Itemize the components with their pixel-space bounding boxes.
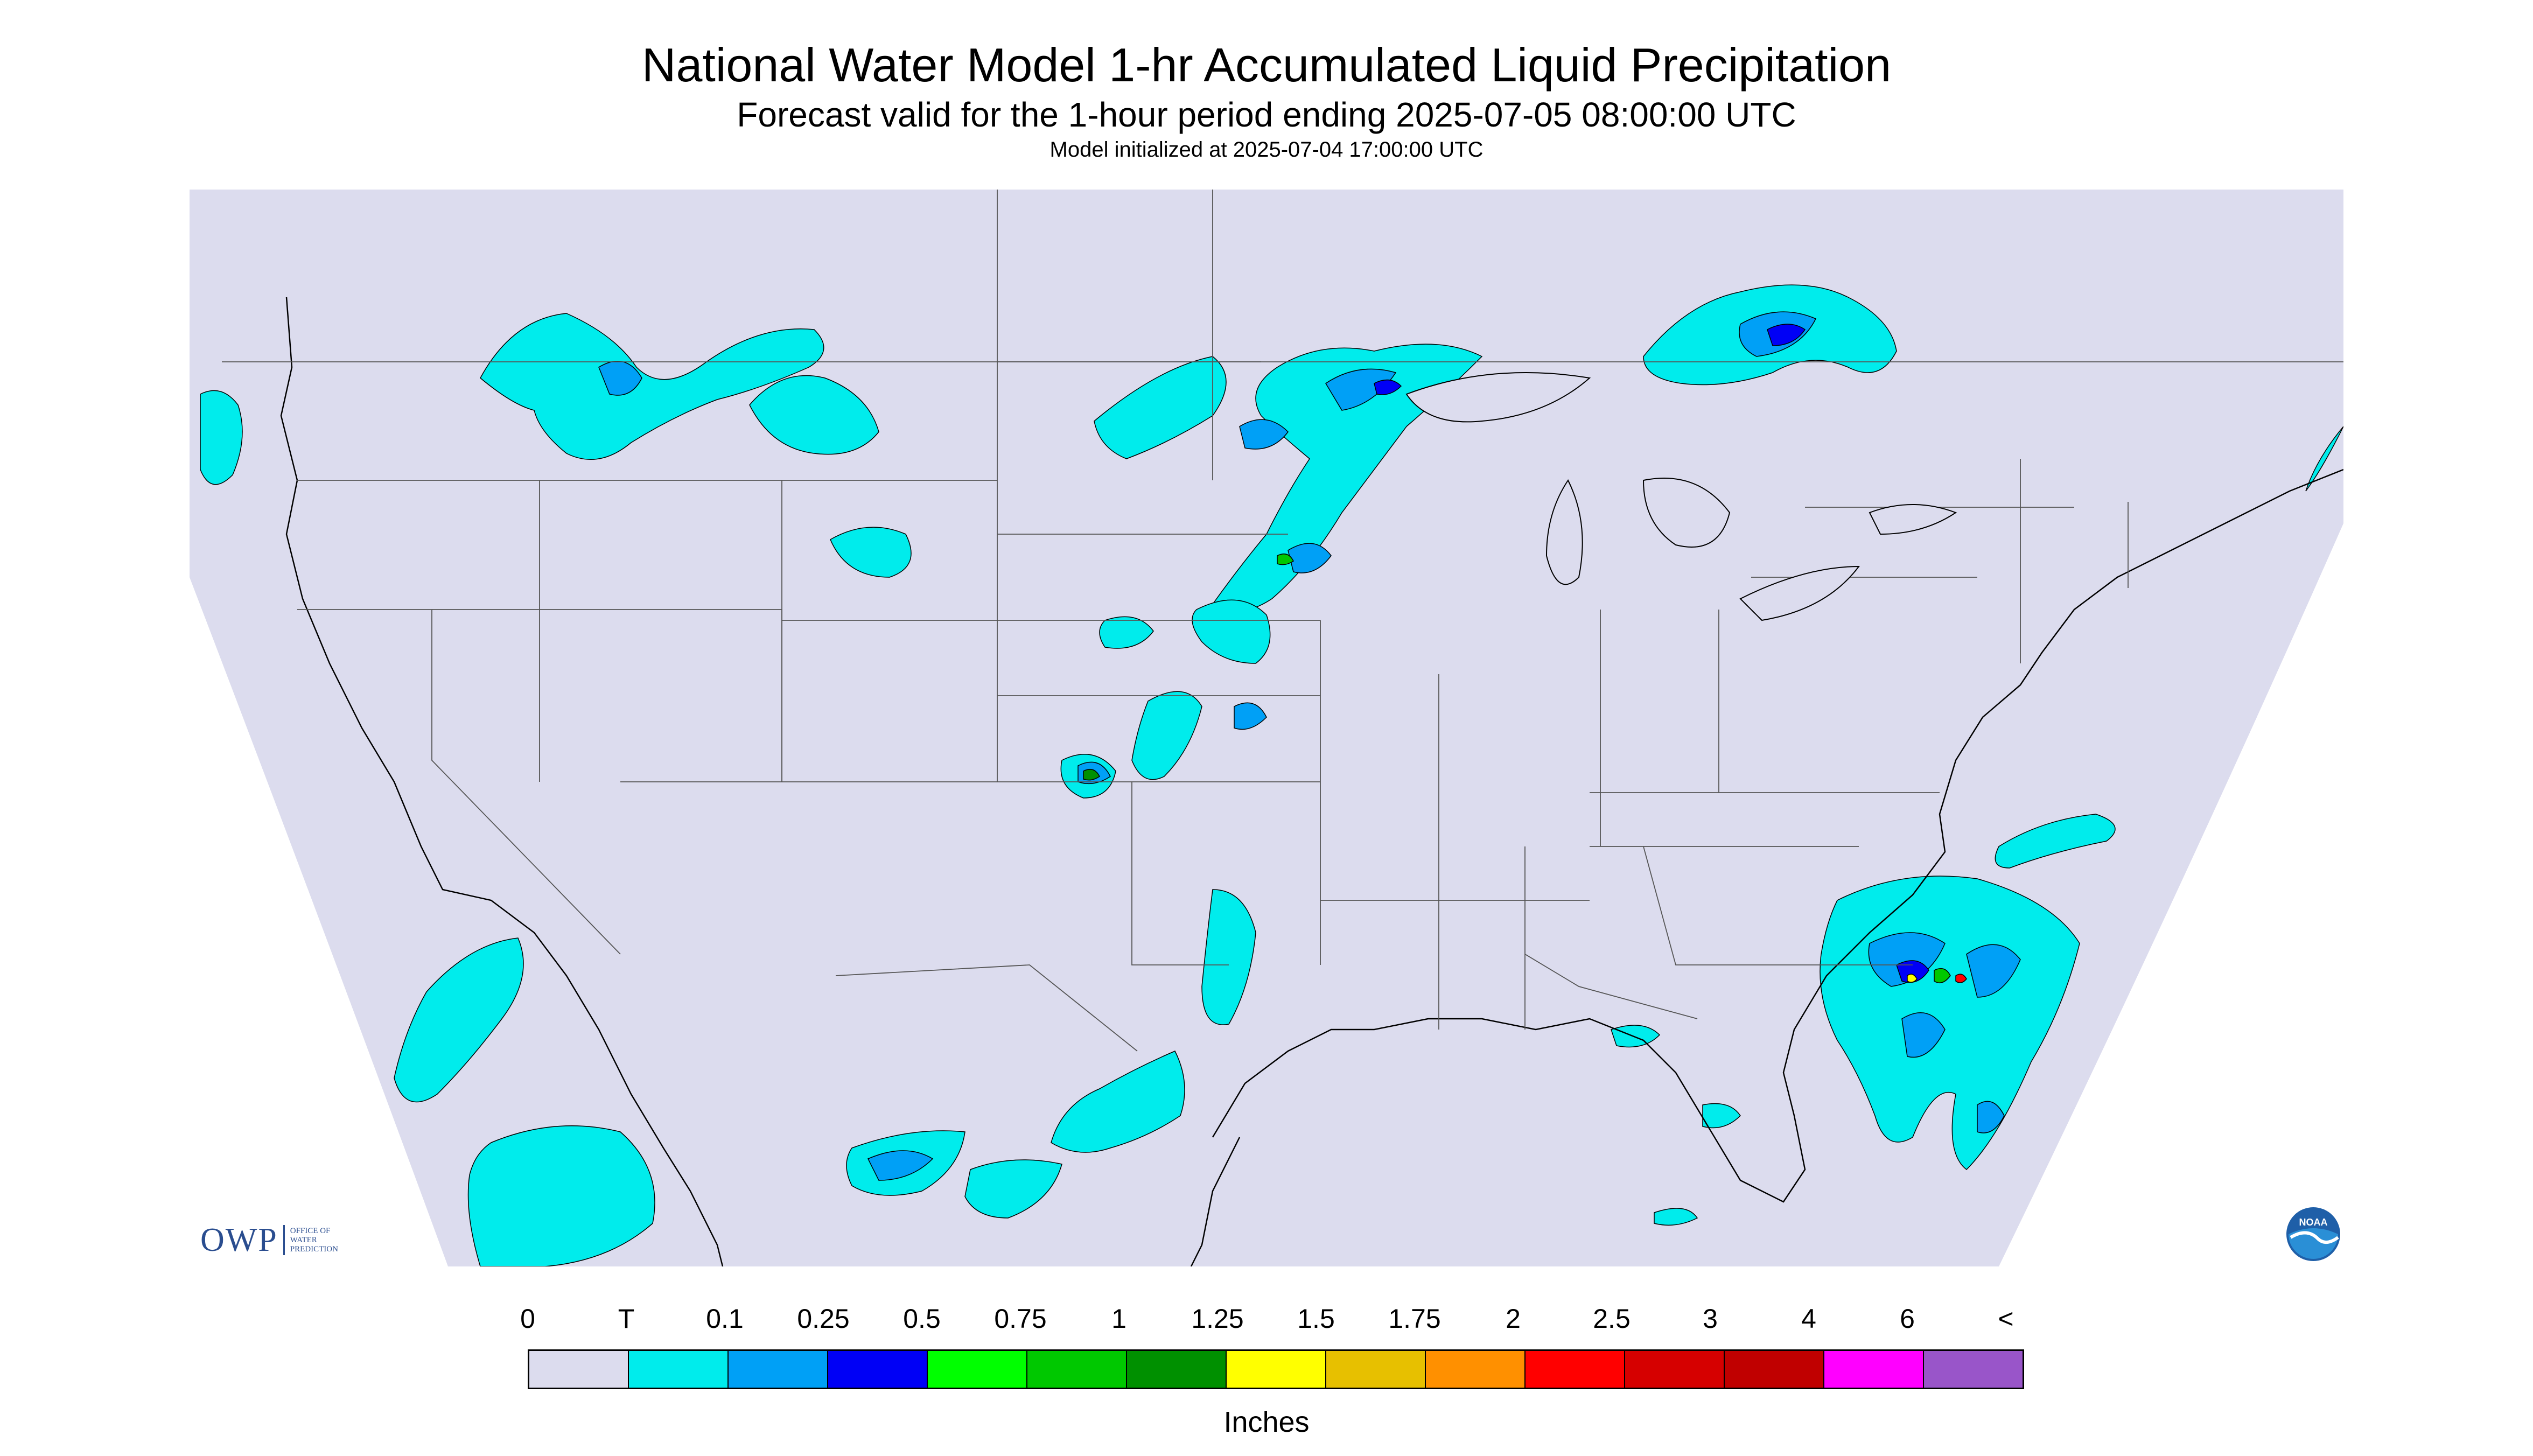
legend-swatch xyxy=(1924,1351,2023,1388)
legend-label: 1 xyxy=(1111,1304,1126,1334)
legend-label: 0.25 xyxy=(797,1304,850,1334)
legend-swatch xyxy=(1824,1351,1924,1388)
legend-swatch xyxy=(1625,1351,1725,1388)
owp-logo-text: OWP xyxy=(200,1221,278,1258)
legend-swatch xyxy=(529,1351,629,1388)
precipitation-map xyxy=(190,190,2343,1266)
owp-logo: OWP OFFICE OF WATER PREDICTION xyxy=(200,1221,338,1259)
coastlines xyxy=(280,297,2343,1266)
legend-swatch xyxy=(828,1351,928,1388)
legend-swatch xyxy=(1127,1351,1227,1388)
legend-label: T xyxy=(618,1304,635,1334)
legend-label: 4 xyxy=(1801,1304,1816,1334)
legend-labels: 0 T 0.1 0.25 0.5 0.75 1 1.25 1.5 1.75 2 2.5 3 4 6 < xyxy=(520,1303,2014,1341)
map-subtitle: Forecast valid for the 1-hour period end… xyxy=(737,95,1796,134)
domain-mask-right xyxy=(1999,523,2343,1266)
legend-label: 0 xyxy=(520,1304,535,1334)
legend-label: 2.5 xyxy=(1593,1304,1631,1334)
legend-label: 1.75 xyxy=(1388,1304,1441,1334)
legend-label: 1.5 xyxy=(1297,1304,1335,1334)
legend-swatch xyxy=(629,1351,729,1388)
legend-label: 0.1 xyxy=(706,1304,744,1334)
great-lakes xyxy=(1405,372,1957,621)
legend-swatch xyxy=(1526,1351,1625,1388)
legend-units: Inches xyxy=(1223,1406,1310,1438)
legend-label: 1.25 xyxy=(1191,1304,1244,1334)
noaa-logo-text: NOAA xyxy=(2299,1217,2328,1228)
legend-swatch xyxy=(1027,1351,1127,1388)
state-boundaries xyxy=(222,190,2343,1052)
legend-colorbar xyxy=(528,1349,2024,1389)
legend-swatch xyxy=(928,1351,1027,1388)
map-title: National Water Model 1-hr Accumulated Li… xyxy=(641,38,1892,92)
noaa-logo: NOAA xyxy=(2285,1206,2341,1262)
legend-swatch xyxy=(1426,1351,1526,1388)
legend-swatch xyxy=(729,1351,828,1388)
legend-label: 0.75 xyxy=(994,1304,1047,1334)
legend-label: < xyxy=(1998,1304,2014,1334)
legend-label: 0.5 xyxy=(903,1304,941,1334)
legend-label: 6 xyxy=(1900,1304,1915,1334)
domain-mask-left xyxy=(190,577,448,1266)
precip-heavy xyxy=(1374,324,1929,983)
model-init-line: Model initialized at 2025-07-04 17:00:00… xyxy=(1049,138,1484,162)
legend-swatch xyxy=(1326,1351,1426,1388)
owp-logo-small: OFFICE OF WATER PREDICTION xyxy=(290,1226,338,1254)
legend-swatch xyxy=(1227,1351,1326,1388)
legend-swatch xyxy=(1725,1351,1824,1388)
legend-label: 3 xyxy=(1703,1304,1718,1334)
precip-intense xyxy=(1083,553,1967,984)
legend-label: 2 xyxy=(1506,1304,1521,1334)
